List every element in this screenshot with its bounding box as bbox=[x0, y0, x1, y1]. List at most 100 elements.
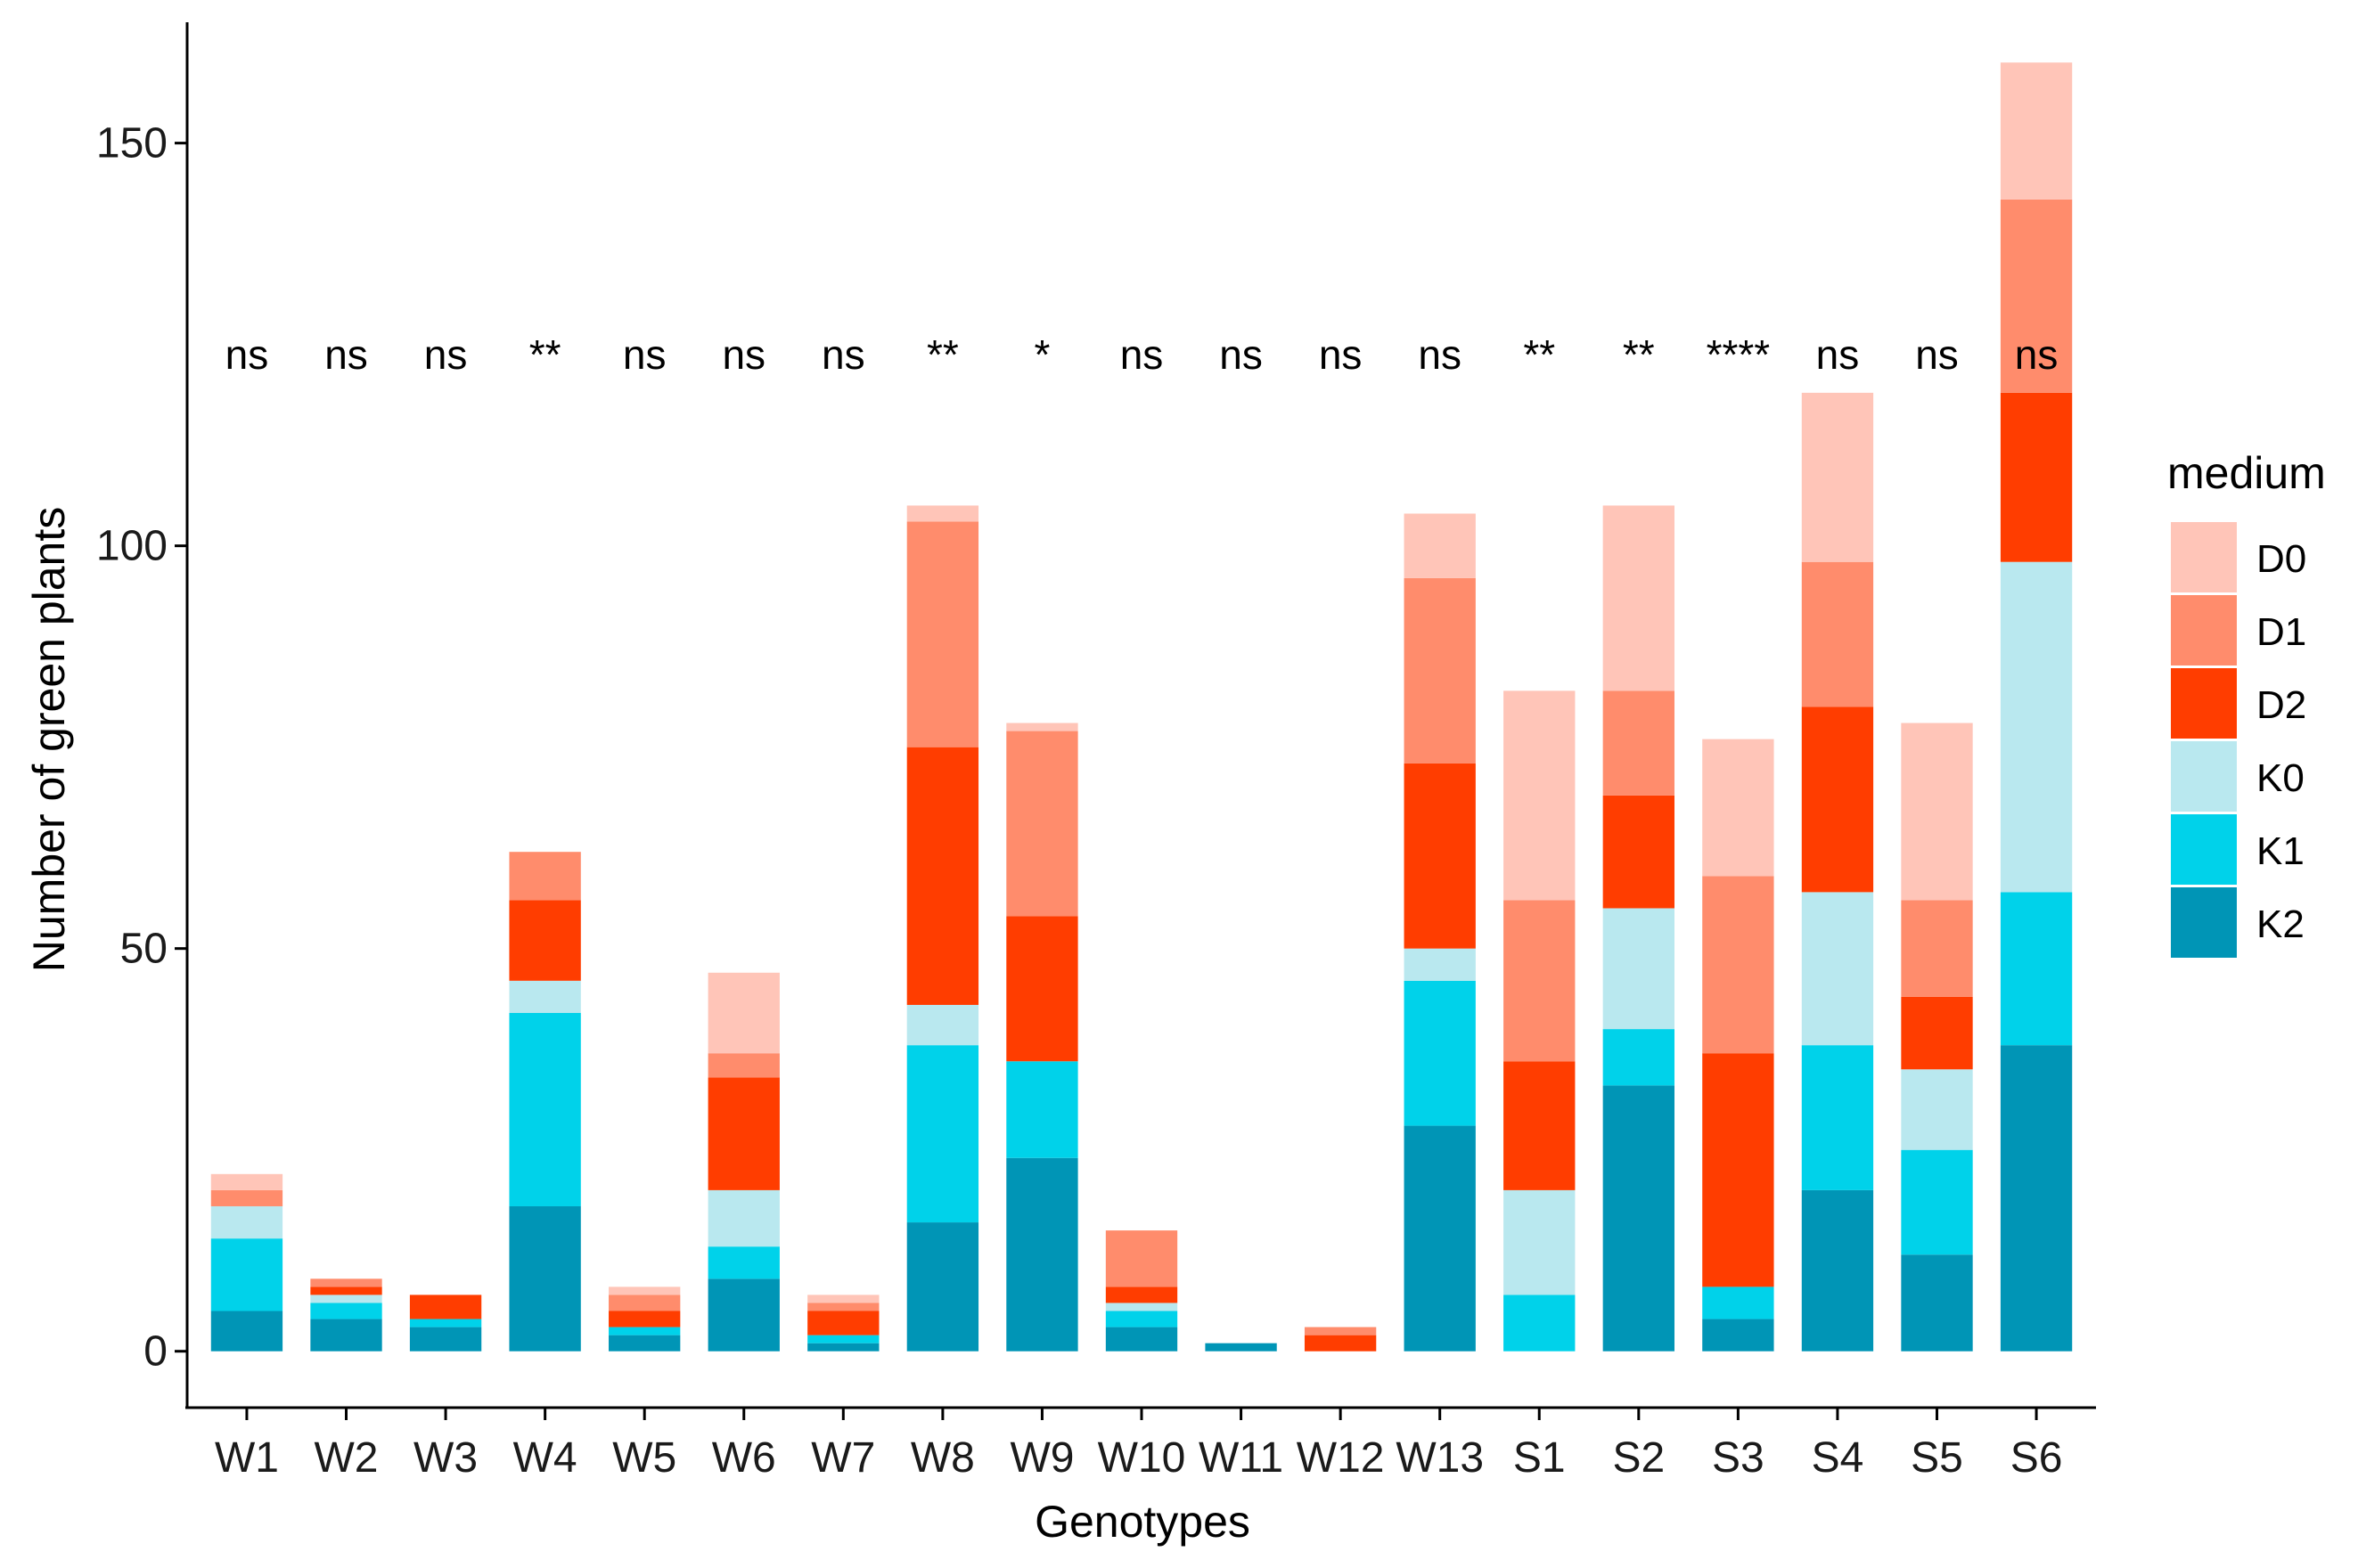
bar-S3-D0 bbox=[1702, 739, 1774, 877]
x-tick-label-W12: W12 bbox=[1297, 1434, 1385, 1482]
bar-S3-K1 bbox=[1702, 1286, 1774, 1319]
bar-S2-D1 bbox=[1602, 690, 1674, 796]
bar-S5-D0 bbox=[1901, 723, 1973, 901]
significance-label-S5: ns bbox=[1915, 331, 1959, 378]
significance-label-W10: ns bbox=[1120, 331, 1164, 378]
significance-label-W11: ns bbox=[1219, 331, 1263, 378]
bar-W3-D2 bbox=[409, 1294, 482, 1319]
bar-W13-D0 bbox=[1404, 513, 1476, 578]
bar-S5-K2 bbox=[1901, 1254, 1973, 1352]
x-tick-label-S4: S4 bbox=[1812, 1434, 1864, 1482]
bar-W3-K1 bbox=[409, 1319, 482, 1327]
bar-S4-K0 bbox=[1801, 892, 1874, 1046]
bar-S1-D2 bbox=[1503, 1061, 1576, 1190]
bar-S5-D1 bbox=[1901, 900, 1973, 997]
bar-W5-D2 bbox=[609, 1311, 681, 1327]
bar-S5-D2 bbox=[1901, 996, 1973, 1070]
bar-S2-K1 bbox=[1602, 1029, 1674, 1086]
significance-label-W6: ns bbox=[722, 331, 766, 378]
bar-W3-K2 bbox=[409, 1327, 482, 1352]
bar-W8-K1 bbox=[906, 1045, 979, 1223]
bar-W10-K2 bbox=[1105, 1327, 1178, 1352]
bar-W12-D2 bbox=[1304, 1335, 1377, 1352]
bar-W8-D0 bbox=[906, 505, 979, 522]
bar-S4-D1 bbox=[1801, 561, 1874, 707]
bar-S3-K2 bbox=[1702, 1319, 1774, 1352]
significance-label-S1: ** bbox=[1523, 331, 1555, 378]
bar-W2-K2 bbox=[310, 1319, 382, 1352]
bar-W7-K1 bbox=[807, 1335, 880, 1343]
bar-W4-D2 bbox=[509, 900, 581, 981]
bar-W8-D1 bbox=[906, 521, 979, 747]
bar-W4-D1 bbox=[509, 852, 581, 901]
bar-S1-D1 bbox=[1503, 900, 1576, 1062]
bar-S5-K1 bbox=[1901, 1149, 1973, 1255]
bar-S6-K0 bbox=[2000, 561, 2073, 893]
bar-S1-K0 bbox=[1503, 1189, 1576, 1295]
bar-W4-K1 bbox=[509, 1013, 581, 1206]
bar-W7-D2 bbox=[807, 1311, 880, 1335]
x-tick-label-W5: W5 bbox=[612, 1434, 676, 1482]
bar-W5-D0 bbox=[609, 1286, 681, 1295]
legend-key-D0 bbox=[2171, 522, 2237, 592]
legend-key-K2 bbox=[2171, 887, 2237, 958]
significance-label-W4: ** bbox=[529, 331, 561, 378]
x-tick-label-W3: W3 bbox=[413, 1434, 478, 1482]
legend-title: medium bbox=[2167, 448, 2326, 498]
y-tick-label-50: 50 bbox=[120, 926, 168, 973]
significance-label-S3: **** bbox=[1707, 331, 1771, 378]
legend-key-K0 bbox=[2171, 741, 2237, 812]
legend-label-K1: K1 bbox=[2256, 829, 2305, 873]
bar-W6-K2 bbox=[708, 1278, 780, 1352]
bar-W4-K2 bbox=[509, 1205, 581, 1352]
x-tick-label-S6: S6 bbox=[2010, 1434, 2063, 1482]
bar-W6-D2 bbox=[708, 1077, 780, 1190]
bar-W13-D1 bbox=[1404, 577, 1476, 764]
significance-label-S6: ns bbox=[2015, 331, 2059, 378]
bar-W5-K1 bbox=[609, 1327, 681, 1335]
bar-W13-K2 bbox=[1404, 1125, 1476, 1352]
legend-label-D0: D0 bbox=[2256, 537, 2306, 581]
legend-key-D1 bbox=[2171, 595, 2237, 666]
significance-labels: ns ns ns ** ns ns ns ** * ns ns ns ns ** ** **** ns ns ns bbox=[225, 331, 2059, 378]
x-tick-label-S2: S2 bbox=[1612, 1434, 1665, 1482]
legend-label-D1: D1 bbox=[2256, 610, 2306, 654]
bar-S1-D0 bbox=[1503, 690, 1576, 901]
bar-W1-D0 bbox=[210, 1173, 283, 1190]
bar-S6-D2 bbox=[2000, 392, 2073, 562]
bars-layer bbox=[210, 62, 2073, 1352]
x-tick-label-W9: W9 bbox=[1010, 1434, 1074, 1482]
bar-S6-D1 bbox=[2000, 199, 2073, 393]
x-axis-title: Genotypes bbox=[1035, 1497, 1250, 1547]
significance-label-W8: ** bbox=[927, 331, 959, 378]
bar-W8-K2 bbox=[906, 1222, 979, 1352]
significance-label-W9: * bbox=[1034, 331, 1050, 378]
significance-label-S4: ns bbox=[1816, 331, 1860, 378]
bar-W12-D1 bbox=[1304, 1327, 1377, 1335]
bar-W5-D1 bbox=[609, 1294, 681, 1311]
bar-W7-K2 bbox=[807, 1343, 880, 1352]
bar-W2-K0 bbox=[310, 1294, 382, 1303]
significance-label-W1: ns bbox=[225, 331, 269, 378]
bar-S6-K1 bbox=[2000, 892, 2073, 1046]
x-tick-label-W6: W6 bbox=[712, 1434, 776, 1482]
bar-W13-D2 bbox=[1404, 763, 1476, 949]
bar-W9-D1 bbox=[1006, 731, 1078, 917]
bar-W8-D2 bbox=[906, 747, 979, 1005]
bar-W5-K2 bbox=[609, 1335, 681, 1352]
bar-W2-D2 bbox=[310, 1286, 382, 1295]
bar-S4-K1 bbox=[1801, 1045, 1874, 1190]
bar-S1-K1 bbox=[1503, 1294, 1576, 1352]
bar-W7-D1 bbox=[807, 1303, 880, 1311]
legend: medium D0 D1 D2 K0 K1 K2 bbox=[2167, 448, 2326, 958]
y-tick-label-150: 150 bbox=[96, 120, 168, 167]
legend-key-K1 bbox=[2171, 814, 2237, 885]
bar-S4-D0 bbox=[1801, 392, 1874, 562]
bar-S2-K2 bbox=[1602, 1085, 1674, 1352]
bar-S2-D2 bbox=[1602, 795, 1674, 909]
y-axis-title: Number of green plants bbox=[24, 507, 74, 973]
bar-W6-D1 bbox=[708, 1053, 780, 1078]
bar-S6-K2 bbox=[2000, 1045, 2073, 1352]
